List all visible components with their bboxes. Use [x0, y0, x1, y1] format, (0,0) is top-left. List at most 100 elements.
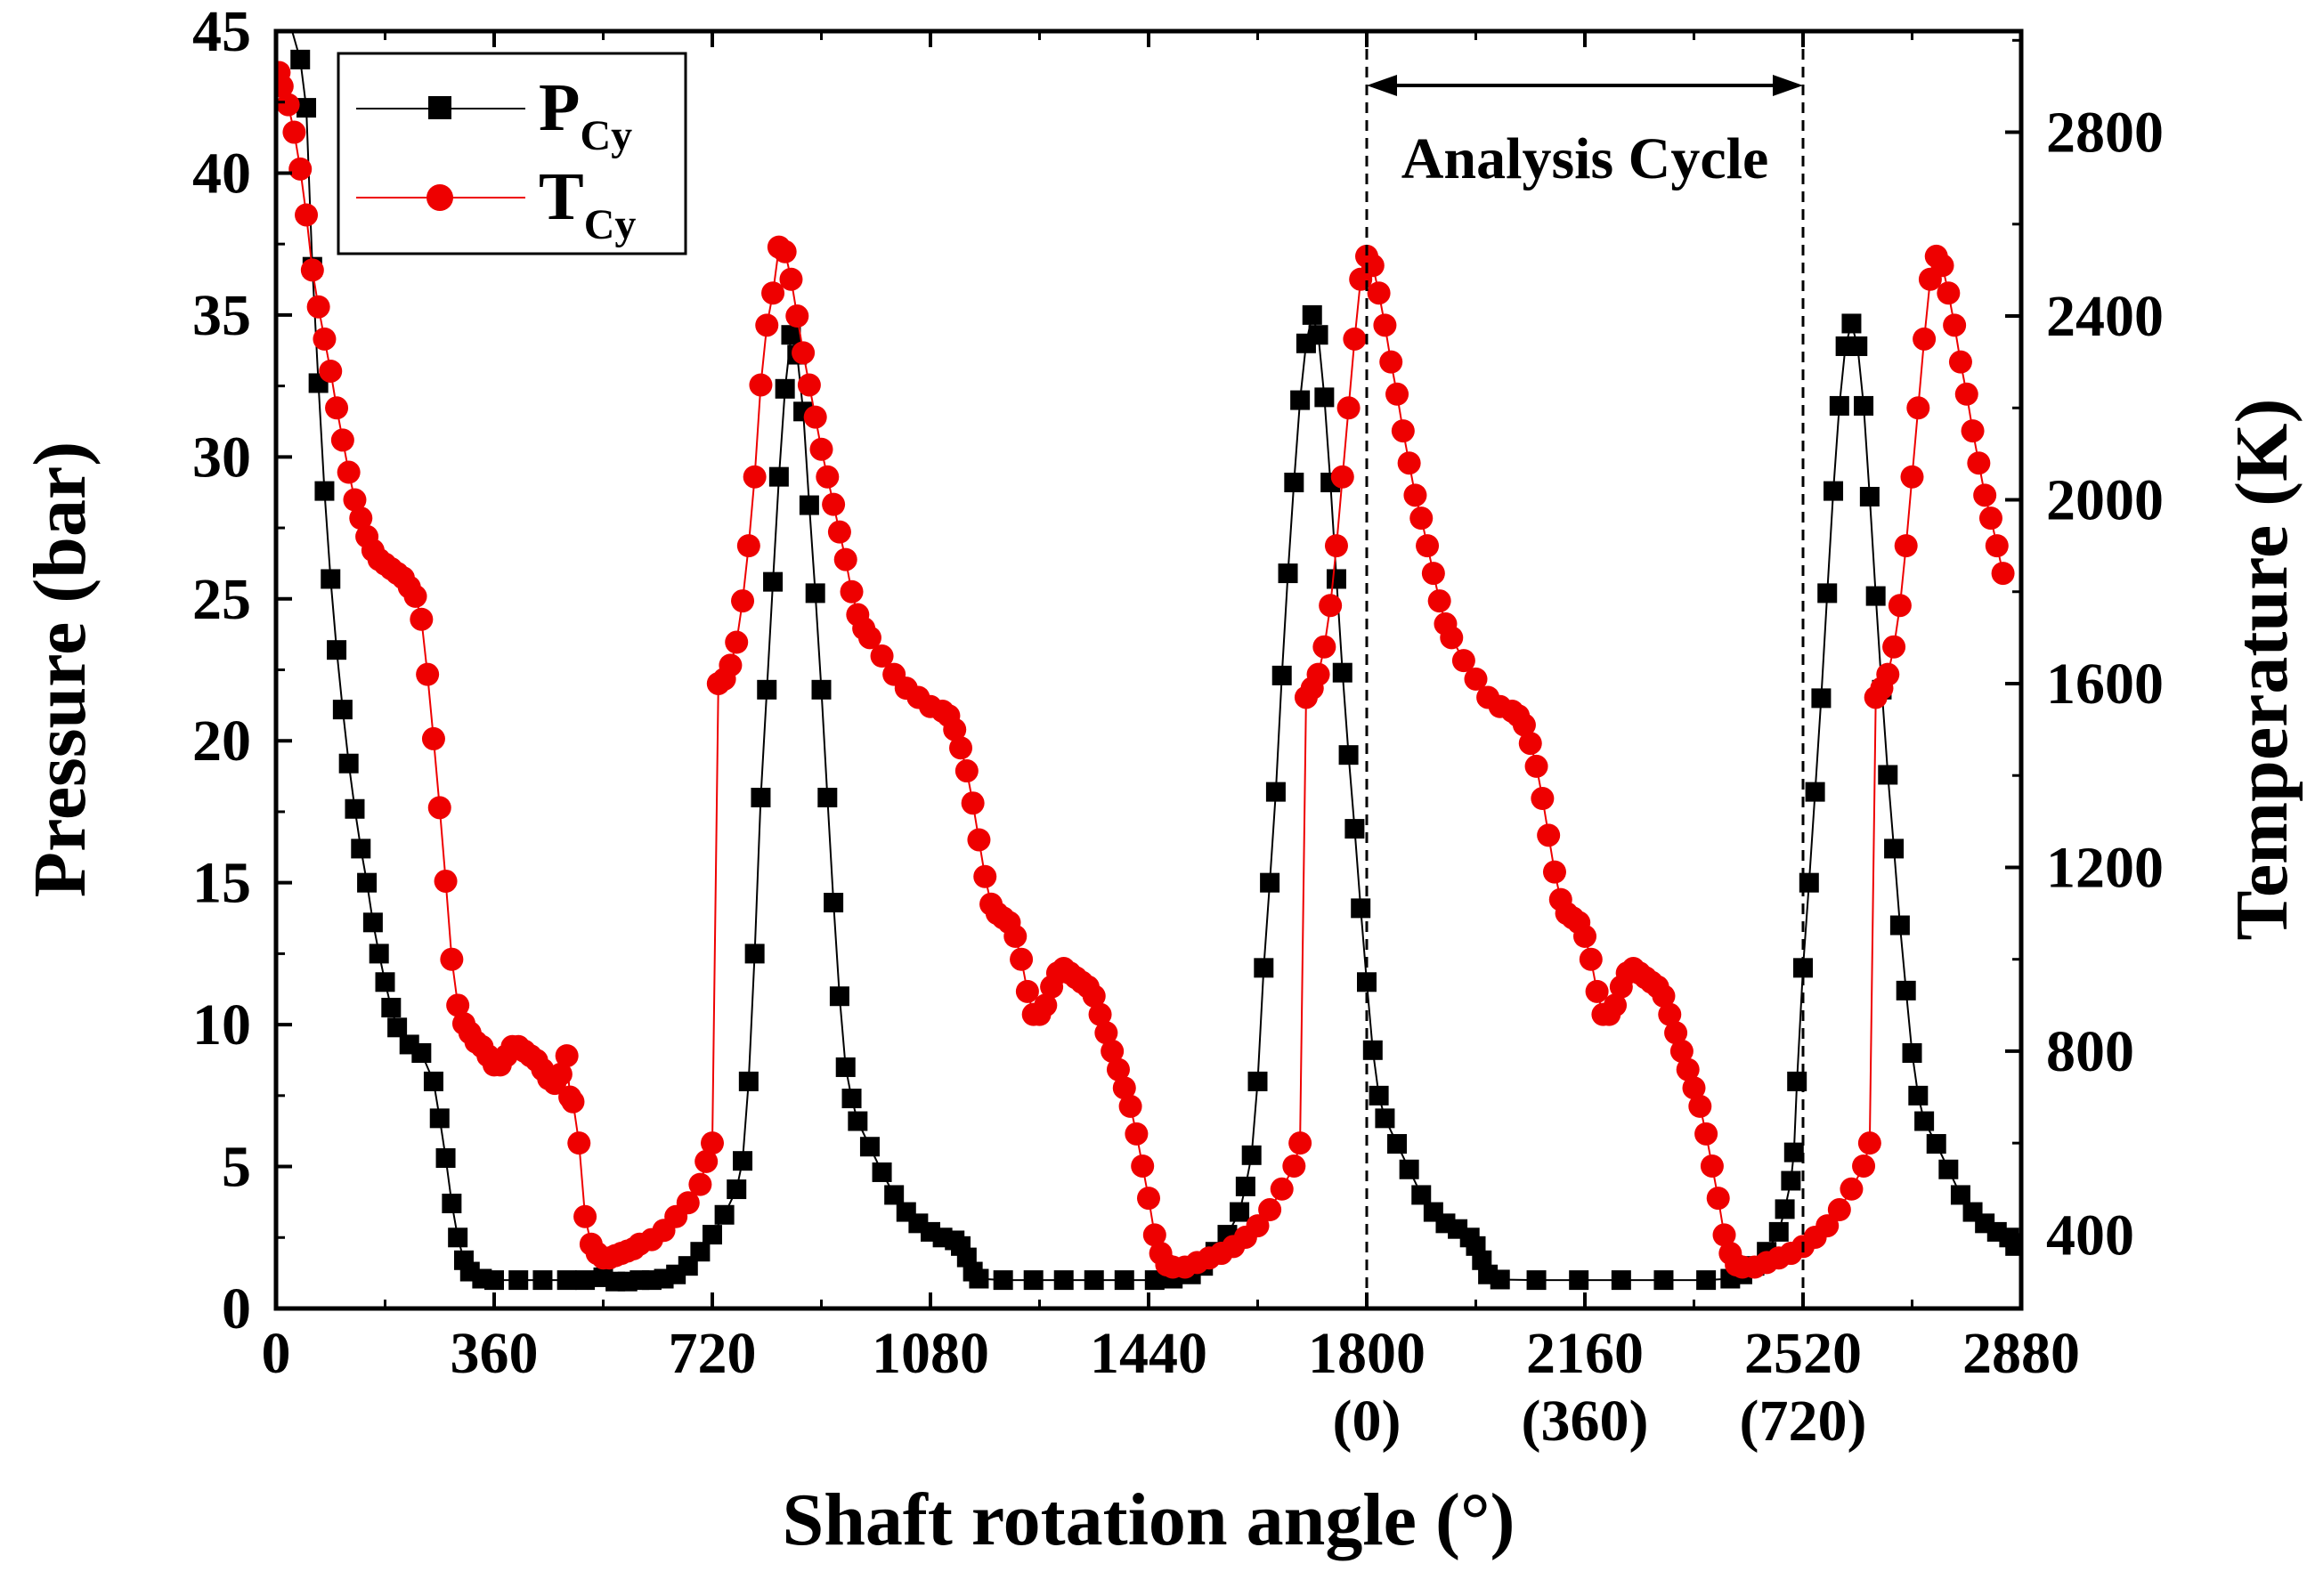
temperature-point — [1403, 483, 1427, 507]
pressure-point — [508, 1270, 529, 1291]
pressure-point — [1387, 1134, 1408, 1154]
temperature-point — [1118, 1094, 1142, 1118]
temperature-point — [822, 492, 846, 516]
pressure-point — [1260, 872, 1280, 893]
temperature-point — [1379, 350, 1403, 374]
pressure-point — [1241, 1145, 1262, 1165]
pressure-point — [1526, 1270, 1547, 1291]
temperature-point — [719, 653, 743, 677]
temperature-point — [1306, 662, 1330, 686]
pressure-point — [2005, 1235, 2021, 1256]
y2-tick-label: 1600 — [2046, 652, 2164, 717]
temperature-point — [337, 460, 361, 484]
x-tick-label: 2520 — [1744, 1321, 1862, 1386]
temperature-point — [288, 157, 313, 181]
temperature-point — [694, 1149, 719, 1173]
pressure-point — [1811, 688, 1832, 709]
y2-tick-label: 1200 — [2046, 835, 2164, 900]
x-tick-label: 720 — [669, 1321, 757, 1386]
legend-temperature-name: T — [539, 159, 584, 234]
pressure-point — [338, 753, 359, 774]
pressure-point — [575, 1270, 596, 1291]
pressure-point — [1314, 387, 1335, 408]
y-tick-label: 30 — [192, 425, 251, 490]
temperature-point — [1385, 382, 1409, 406]
temperature-point — [1991, 562, 2015, 586]
pressure-point — [314, 481, 335, 501]
pressure-point — [829, 986, 849, 1007]
legend-box — [337, 52, 687, 255]
temperature-point — [743, 465, 767, 489]
y-tick-label: 45 — [192, 0, 251, 64]
pressure-point — [1817, 583, 1838, 604]
pressure-point — [351, 839, 371, 859]
temperature-point — [1537, 823, 1561, 847]
temperature-point — [1015, 979, 1039, 1003]
temperature-point — [1512, 713, 1536, 737]
temperature-point — [1894, 534, 1918, 558]
temperature-point — [1137, 1187, 1160, 1211]
pressure-point — [703, 1225, 722, 1245]
y-tick-label: 40 — [192, 141, 251, 206]
pressure-point — [993, 1270, 1013, 1291]
legend-marker-pressure — [428, 96, 451, 119]
temperature-point — [779, 267, 803, 291]
temperature-point — [676, 1191, 700, 1215]
y2-tick-label: 800 — [2046, 1019, 2134, 1084]
temperature-point — [1336, 396, 1361, 420]
pressure-point — [1889, 915, 1910, 936]
temperature-point — [1706, 1187, 1730, 1211]
temperature-point — [1652, 984, 1676, 1008]
pressure-point — [799, 495, 819, 515]
pressure-point — [763, 571, 784, 592]
pressure-point — [733, 1151, 753, 1171]
temperature-point — [1397, 451, 1421, 475]
temperature-point — [755, 313, 779, 337]
temperature-point — [1518, 732, 1542, 756]
pressure-point — [435, 1147, 456, 1168]
temperature-point — [840, 579, 864, 604]
temperature-point — [1573, 924, 1596, 948]
temperature-point — [797, 373, 821, 397]
pressure-point — [556, 1270, 577, 1291]
temperature-point — [325, 396, 349, 420]
pressure-point — [1326, 569, 1346, 589]
pressure-point — [811, 679, 832, 700]
temperature-point — [1840, 1177, 1864, 1201]
temperature-point — [1088, 1002, 1112, 1026]
temperature-point — [785, 304, 809, 328]
x-tick-label: 1440 — [1090, 1321, 1207, 1386]
temperature-point — [446, 993, 470, 1017]
temperature-point — [688, 1172, 712, 1196]
pressure-point — [1023, 1270, 1044, 1291]
pressure-point — [1926, 1134, 1946, 1154]
temperature-point — [555, 1044, 579, 1068]
temperature-point — [427, 796, 451, 820]
y-tick-label: 15 — [192, 851, 251, 916]
temperature-point — [1900, 465, 1924, 489]
temperature-point — [1343, 327, 1367, 351]
legend-pressure-sub: Cy — [580, 112, 632, 159]
x-tick-label: 2160 — [1526, 1321, 1644, 1386]
temperature-point — [1978, 506, 2002, 531]
temperature-point — [421, 726, 445, 750]
temperature-point — [1542, 860, 1566, 884]
x-tick-label: 2880 — [1962, 1321, 2080, 1386]
temperature-point — [1421, 562, 1445, 586]
temperature-point — [1585, 979, 1609, 1003]
y2-axis-title: Temperature (K) — [2221, 399, 2303, 941]
temperature-point — [827, 520, 851, 544]
temperature-point — [1373, 313, 1397, 337]
temperature-point — [761, 281, 785, 305]
x-tick-sublabel: (0) — [1333, 1389, 1401, 1454]
pressure-point — [884, 1185, 905, 1205]
temperature-point — [1451, 649, 1475, 673]
temperature-point — [1101, 1039, 1125, 1063]
pressure-point — [1854, 395, 1874, 416]
temperature-point — [1125, 1122, 1149, 1146]
pressure-point — [859, 1137, 880, 1157]
temperature-point — [282, 120, 306, 144]
temperature-point — [773, 239, 797, 263]
temperature-point — [1669, 1039, 1694, 1063]
